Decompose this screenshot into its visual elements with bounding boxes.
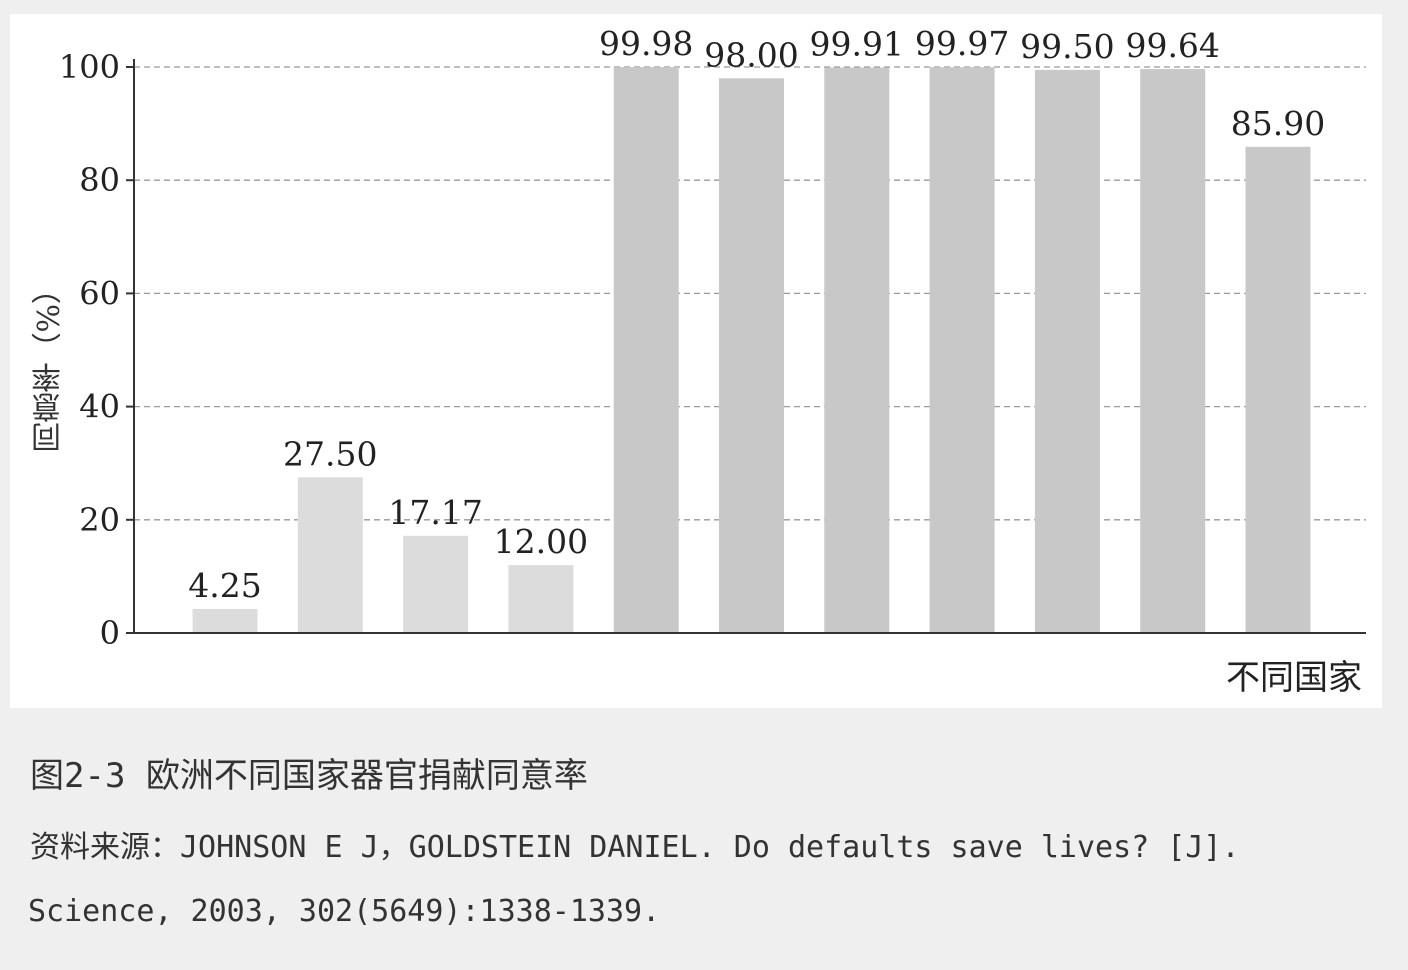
y-tick-label: 100	[59, 48, 120, 86]
bar-value-label: 4.25	[188, 566, 261, 605]
bar	[297, 477, 363, 633]
chart-panel: 0 20 40 60 80 100 4.25 27.50 17.17 12.00 99.98 98.0…	[10, 14, 1382, 708]
x-axis-label: 不同国家	[1226, 658, 1362, 698]
y-tick-label: 20	[79, 501, 120, 539]
source-citation-line-2: Science, 2003, 302(5649):1338-1339.	[28, 894, 661, 929]
figure-caption: 图2-3 欧洲不同国家器官捐献同意率	[30, 756, 588, 796]
bar	[192, 608, 258, 633]
bar	[1034, 69, 1100, 633]
bar	[824, 67, 890, 633]
bar-value-label: 99.97	[915, 24, 1009, 63]
y-axis-label: 同意率（%）	[32, 274, 67, 453]
bar-value-label: 99.98	[599, 24, 693, 63]
bar-value-label: 99.50	[1020, 27, 1114, 66]
bar-value-label: 85.90	[1231, 104, 1325, 143]
bar	[1140, 69, 1206, 633]
bar	[403, 535, 469, 633]
y-tick-label: 40	[79, 388, 120, 426]
bar-chart: 0 20 40 60 80 100 4.25 27.50 17.17 12.00 99.98 98.0…	[59, 24, 1366, 698]
bar	[613, 67, 679, 633]
bar-value-label: 27.50	[283, 434, 377, 473]
y-tick-label: 0	[100, 614, 120, 652]
bar-value-label: 98.00	[704, 35, 798, 74]
bar-value-label: 12.00	[494, 522, 588, 561]
bar	[1245, 146, 1311, 633]
bar	[929, 67, 995, 633]
bar-value-label: 17.17	[388, 493, 482, 532]
bar	[719, 78, 784, 633]
y-tick-label: 60	[79, 274, 120, 312]
bar	[508, 565, 574, 633]
source-citation-line-1: 资料来源：JOHNSON E J，GOLDSTEIN DANIEL. Do de…	[30, 830, 1240, 865]
y-tick-label: 80	[79, 161, 120, 199]
bar-value-label: 99.91	[810, 25, 904, 64]
bar-value-label: 99.64	[1125, 26, 1219, 65]
